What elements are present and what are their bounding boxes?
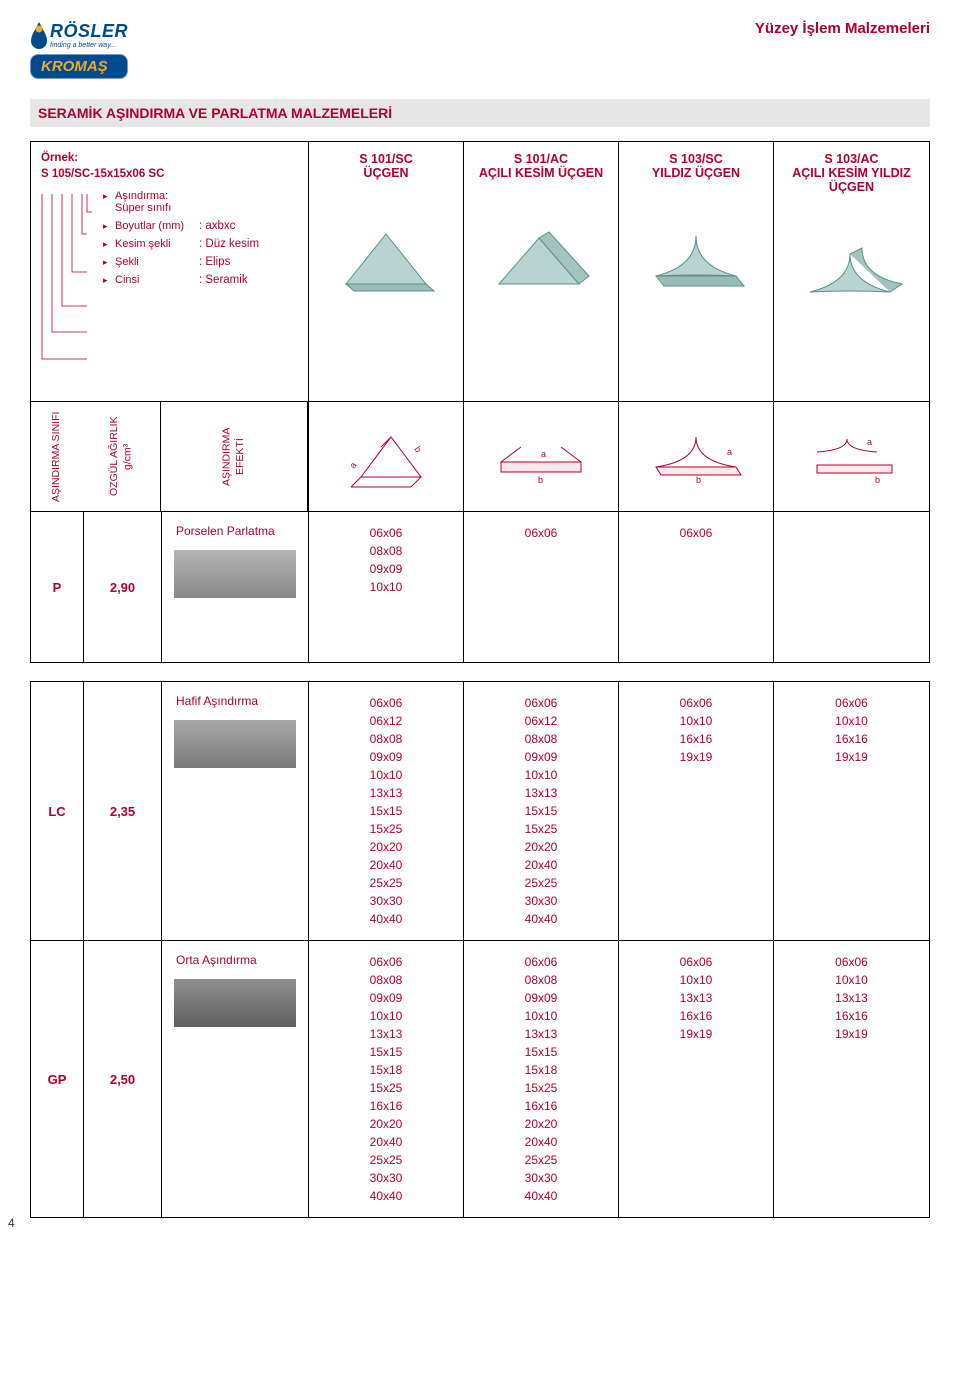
col-head-t1: S 101/AC bbox=[514, 152, 568, 166]
data-row-lc: LC 2,35 Hafif Aşındırma bbox=[31, 682, 309, 941]
col-head-t2: ÜÇGEN bbox=[363, 166, 408, 180]
legend-row: Aşındırma: Süper sınıfı bbox=[99, 190, 298, 214]
dim-b: b bbox=[412, 444, 423, 454]
page-title: SERAMİK AŞINDIRMA VE PARLATMA MALZEMELER… bbox=[30, 99, 930, 127]
effect-col: Hafif Aşındırma bbox=[161, 682, 308, 940]
col-head-t2: YILDIZ ÜÇGEN bbox=[652, 166, 740, 180]
axis-density: ÖZGÜL AĞIRLIK g/cm³ bbox=[83, 402, 161, 511]
data-row-p: P 2,90 Porselen Parlatma bbox=[31, 512, 309, 662]
density-value: 2,50 bbox=[83, 941, 161, 1217]
col-head-t2: AÇILI KESİM YILDIZ ÜÇGEN bbox=[778, 166, 925, 194]
legend-val: : Seramik bbox=[199, 274, 248, 286]
sizes-gp-2: 06x0608x0809x0910x1013x1315x1515x1815x25… bbox=[464, 941, 619, 1217]
rosler-text-block: RÖSLER finding a better way... bbox=[50, 21, 128, 49]
legend-code: S 105/SC-15x15x06 SC bbox=[41, 168, 298, 180]
axis-class: AŞINDIRMA SINIFI bbox=[31, 402, 83, 511]
sizes-p-1: 06x0608x0809x0910x10 bbox=[309, 512, 464, 662]
effect-col: Porselen Parlatma bbox=[161, 512, 308, 662]
legend-row: Şekli : Elips bbox=[99, 256, 298, 268]
star-triangle-diagram-icon: a b bbox=[641, 417, 751, 497]
logo-block: RÖSLER finding a better way... KROMAŞ bbox=[30, 20, 128, 79]
density-value: 2,90 bbox=[83, 512, 161, 662]
product-photo-triangle-icon bbox=[326, 216, 446, 301]
legend-row: Boyutlar (mm) : axbxc bbox=[99, 220, 298, 232]
product-photo-angled-triangle-icon bbox=[481, 216, 601, 301]
col-head-4: S 103/AC AÇILI KESİM YILDIZ ÜÇGEN bbox=[774, 142, 929, 402]
col-head-t1: S 101/SC bbox=[359, 152, 413, 166]
effect-name: Orta Aşındırma bbox=[168, 953, 302, 967]
axis-effect: AŞINDIRMA EFEKTİ bbox=[161, 402, 308, 511]
sizes-p-3: 06x06 bbox=[619, 512, 774, 662]
sizes-lc-2: 06x0606x1208x0809x0910x1013x1315x1515x25… bbox=[464, 682, 619, 941]
data-row-gp: GP 2,50 Orta Aşındırma bbox=[31, 941, 309, 1217]
sizes-gp-3: 06x0610x1013x1316x1619x19 bbox=[619, 941, 774, 1217]
legend-val: : axbxc bbox=[199, 220, 235, 232]
dim-a: a bbox=[541, 449, 546, 459]
angled-star-diagram-icon: a b bbox=[797, 417, 907, 497]
legend-row: Kesim şekli : Düz kesim bbox=[99, 238, 298, 250]
legend-key: Aşındırma: Süper sınıfı bbox=[103, 190, 193, 214]
rosler-logo: RÖSLER finding a better way... bbox=[30, 20, 128, 50]
rosler-brand: RÖSLER bbox=[50, 21, 128, 42]
legend-key: Şekli bbox=[103, 256, 193, 268]
sizes-lc-1: 06x0606x1208x0809x0910x1013x1315x1515x25… bbox=[309, 682, 464, 941]
sizes-p-2: 06x06 bbox=[464, 512, 619, 662]
axis-labels: AŞINDIRMA SINIFI ÖZGÜL AĞIRLIK g/cm³ AŞI… bbox=[31, 402, 309, 512]
legend-key: Kesim şekli bbox=[103, 238, 193, 250]
product-photo-angled-star-triangle-icon bbox=[792, 230, 912, 315]
dim-a: a bbox=[727, 447, 732, 457]
effect-col: Orta Aşındırma bbox=[161, 941, 308, 1217]
legend-val: : Düz kesim bbox=[199, 238, 259, 250]
swatch-icon bbox=[174, 720, 296, 768]
density-value: 2,35 bbox=[83, 682, 161, 940]
legend-key: Cinsi bbox=[103, 274, 193, 286]
sizes-gp-1: 06x0608x0809x0910x1013x1315x1515x1815x25… bbox=[309, 941, 464, 1217]
class-code: P bbox=[31, 512, 83, 662]
legend-key: Boyutlar (mm) bbox=[103, 220, 193, 232]
swatch-icon bbox=[174, 550, 296, 598]
page-root: RÖSLER finding a better way... KROMAŞ Yü… bbox=[0, 0, 960, 1238]
class-code: LC bbox=[31, 682, 83, 940]
legend-box: Örnek: S 105/SC-15x15x06 SC Aşındırma: S… bbox=[31, 142, 309, 402]
col-head-1: S 101/SC ÜÇGEN bbox=[309, 142, 464, 402]
legend-code-text: S 105/SC-15x15x06 SC bbox=[41, 168, 164, 180]
diagram-1: a b bbox=[309, 402, 464, 512]
col-head-t2: AÇILI KESİM ÜÇGEN bbox=[479, 166, 603, 180]
sizes-gp-4: 06x0610x1013x1316x1619x19 bbox=[774, 941, 929, 1217]
header: RÖSLER finding a better way... KROMAŞ Yü… bbox=[30, 20, 930, 79]
top-grid: Örnek: S 105/SC-15x15x06 SC Aşındırma: S… bbox=[30, 141, 930, 663]
sizes-lc-4: 06x0610x1016x1619x19 bbox=[774, 682, 929, 941]
diagram-2: a b bbox=[464, 402, 619, 512]
legend-row: Cinsi : Seramik bbox=[99, 274, 298, 286]
col-head-t1: S 103/AC bbox=[824, 152, 878, 166]
dim-b: b bbox=[538, 475, 543, 485]
col-head-2: S 101/AC AÇILI KESİM ÜÇGEN bbox=[464, 142, 619, 402]
sizes-lc-3: 06x0610x1016x1619x19 bbox=[619, 682, 774, 941]
page-number: 4 bbox=[8, 1216, 15, 1230]
dim-a: a bbox=[867, 437, 872, 447]
effect-name: Hafif Aşındırma bbox=[168, 694, 302, 708]
diagram-3: a b bbox=[619, 402, 774, 512]
sizes-p-4 bbox=[774, 512, 929, 662]
angled-triangle-diagram-icon: a b bbox=[486, 417, 596, 497]
dim-b: b bbox=[875, 475, 880, 485]
kromas-logo: KROMAŞ bbox=[30, 54, 128, 79]
droplet-icon bbox=[30, 20, 48, 50]
bottom-grid: LC 2,35 Hafif Aşındırma 06x0606x1208x080… bbox=[30, 681, 930, 1218]
product-photo-star-triangle-icon bbox=[636, 216, 756, 301]
legend-val: : Elips bbox=[199, 256, 230, 268]
class-code: GP bbox=[31, 941, 83, 1217]
col-head-t1: S 103/SC bbox=[669, 152, 723, 166]
rosler-tagline: finding a better way... bbox=[50, 42, 128, 49]
diagram-4: a b bbox=[774, 402, 929, 512]
dim-a: a bbox=[347, 460, 358, 470]
dim-b: b bbox=[696, 475, 701, 485]
header-right: Yüzey İşlem Malzemeleri bbox=[755, 20, 930, 37]
triangle-diagram-icon: a b bbox=[336, 417, 436, 497]
col-head-3: S 103/SC YILDIZ ÜÇGEN bbox=[619, 142, 774, 402]
legend-label: Örnek: bbox=[41, 152, 298, 164]
swatch-icon bbox=[174, 979, 296, 1027]
effect-name: Porselen Parlatma bbox=[168, 524, 302, 538]
